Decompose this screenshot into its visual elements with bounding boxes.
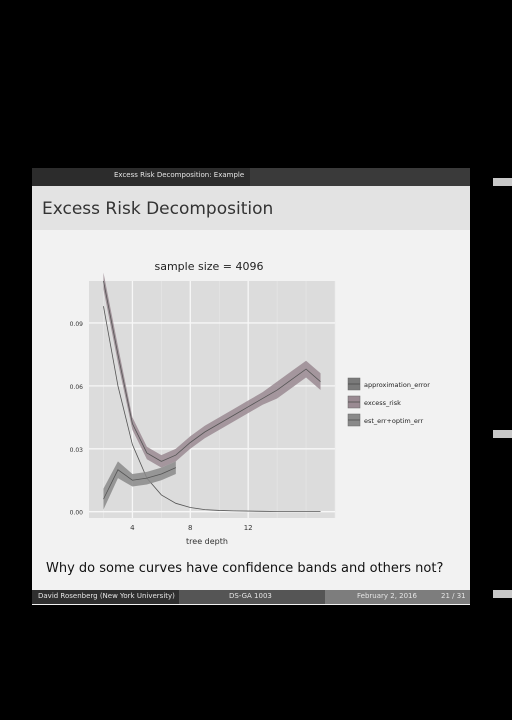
y-tick-label: 0.06 <box>70 384 84 391</box>
series-line <box>103 280 321 462</box>
header-section-tab <box>32 168 250 186</box>
footer-date-box: February 2, 2016 21 / 31 <box>325 590 470 604</box>
footer-course: DS-GA 1003 <box>229 592 272 600</box>
y-tick-label: 0.03 <box>70 447 84 454</box>
legend-label: est_err+optim_err <box>364 417 423 425</box>
slide-question: Why do some curves have confidence bands… <box>46 561 444 576</box>
chart-title: sample size = 4096 <box>154 260 263 273</box>
x-tick-label: 12 <box>244 524 253 532</box>
x-axis-label: tree depth <box>186 537 228 546</box>
header-section-text: Excess Risk Decomposition: Example <box>114 171 245 179</box>
title-strip <box>32 186 470 230</box>
footer-author-box: David Rosenberg (New York University) <box>32 590 179 604</box>
x-tick-label: 8 <box>188 524 192 532</box>
slide-footer: David Rosenberg (New York University) DS… <box>32 590 470 604</box>
slide: Excess Risk Decomposition: Example Exces… <box>32 168 470 605</box>
slide-title: Excess Risk Decomposition <box>42 199 274 219</box>
footer-course-box: DS-GA 1003 <box>179 590 325 604</box>
footer-author: David Rosenberg (New York University) <box>38 592 175 600</box>
series-band <box>103 461 176 510</box>
x-tick-label: 4 <box>130 524 135 532</box>
slide-header-bar: Excess Risk Decomposition: Example <box>32 168 470 186</box>
legend: approximation_error excess_risk est_err+op… <box>347 377 430 427</box>
adjacent-slide-edge <box>493 430 512 438</box>
series-line <box>103 306 321 512</box>
footer-page: 21 / 31 <box>441 592 466 600</box>
adjacent-slide-edge <box>493 178 512 186</box>
series-line <box>103 467 176 500</box>
y-tick-label: 0.09 <box>70 321 84 328</box>
adjacent-slide-edge <box>493 590 512 598</box>
series-band <box>103 272 321 468</box>
legend-label: approximation_error <box>364 381 430 389</box>
footer-date: February 2, 2016 <box>357 592 417 600</box>
chart: sample size = 4096 tree depth 4 8 12 0.00 0.… <box>70 260 431 546</box>
y-tick-label: 0.00 <box>70 510 84 517</box>
plot-area: 4 8 12 0.00 0.03 0.06 0.09 <box>70 272 336 532</box>
legend-label: excess_risk <box>364 399 401 407</box>
